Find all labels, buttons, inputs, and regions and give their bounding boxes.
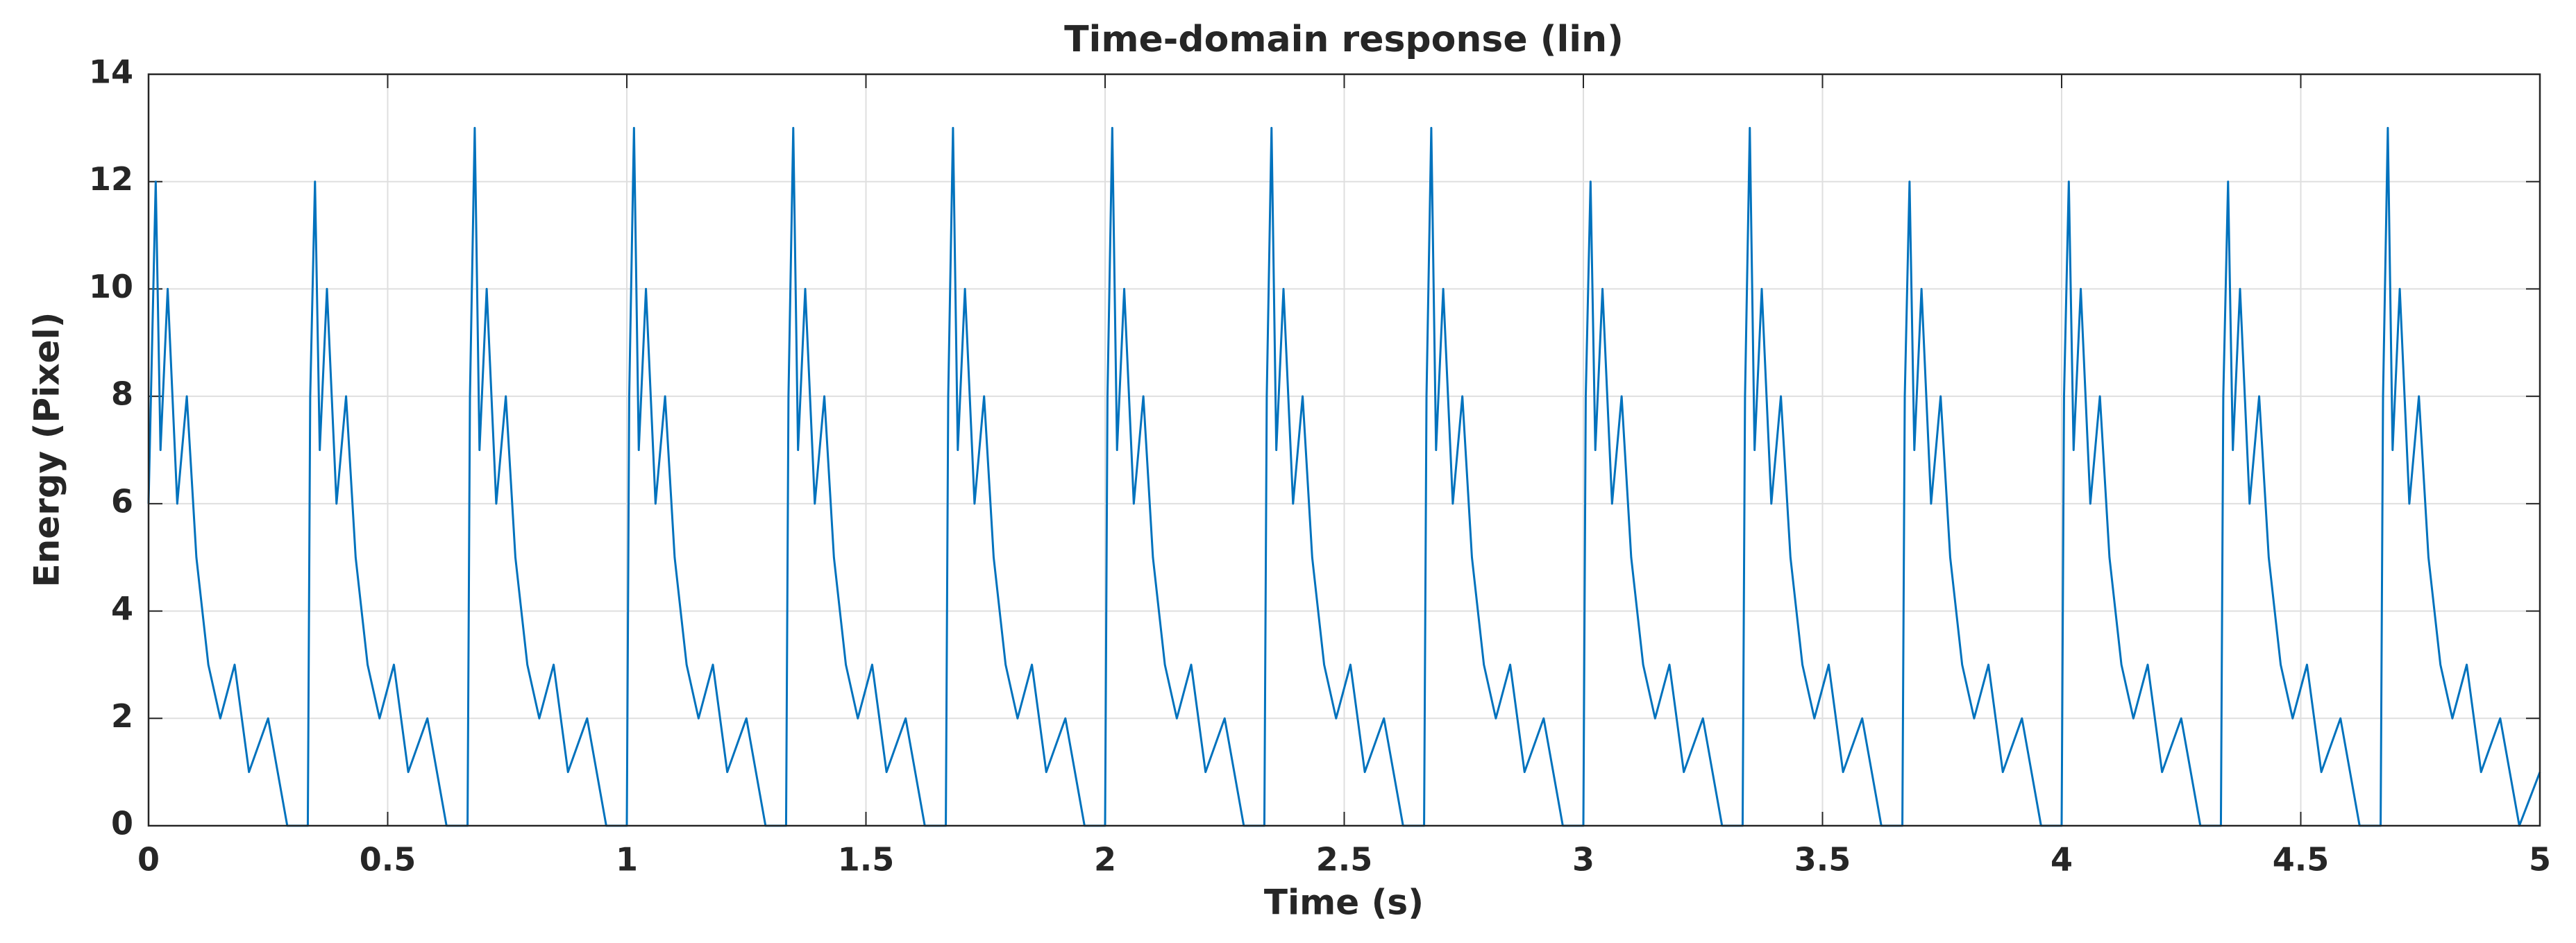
y-tick-label: 2 xyxy=(111,697,133,735)
chart-title: Time-domain response (lin) xyxy=(1064,19,1624,60)
x-tick-label: 0 xyxy=(137,841,160,878)
x-tick-label: 3.5 xyxy=(1794,841,1851,878)
y-tick-label: 10 xyxy=(89,268,133,305)
x-tick-label: 3 xyxy=(1572,841,1594,878)
x-tick-label: 4.5 xyxy=(2273,841,2330,878)
x-tick-label: 0.5 xyxy=(360,841,416,878)
y-tick-label: 0 xyxy=(111,805,133,842)
y-tick-label: 8 xyxy=(111,375,133,413)
y-tick-label: 6 xyxy=(111,482,133,520)
axes-box xyxy=(147,73,2541,827)
y-tick-label: 4 xyxy=(111,590,133,627)
x-axis-label: Time (s) xyxy=(1264,883,1424,923)
y-axis-label: Energy (Pixel) xyxy=(27,312,67,588)
x-tick-label: 2.5 xyxy=(1316,841,1373,878)
data-line xyxy=(147,126,2541,827)
x-tick-label: 4 xyxy=(2051,841,2073,878)
x-tick-label: 1 xyxy=(616,841,638,878)
x-tick-label: 5 xyxy=(2529,841,2551,878)
x-tick-label: 2 xyxy=(1094,841,1116,878)
x-tick-label: 1.5 xyxy=(838,841,895,878)
y-tick-label: 14 xyxy=(89,53,133,91)
y-tick-label: 12 xyxy=(89,160,133,198)
